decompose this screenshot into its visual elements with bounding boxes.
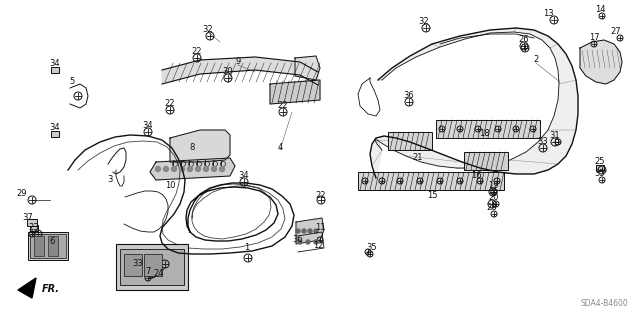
Text: 32: 32 (419, 18, 429, 26)
Bar (596, 165, 604, 171)
Text: 28: 28 (486, 204, 497, 212)
Text: 14: 14 (595, 5, 605, 14)
Text: 29: 29 (17, 189, 28, 198)
Text: 10: 10 (164, 182, 175, 190)
Polygon shape (370, 28, 578, 178)
Text: 33: 33 (538, 137, 548, 146)
Bar (464, 152, 508, 170)
Bar (144, 254, 162, 276)
Text: 3: 3 (108, 175, 113, 184)
Text: 26: 26 (518, 35, 529, 44)
Text: 16: 16 (470, 172, 481, 181)
Polygon shape (162, 57, 318, 85)
Polygon shape (150, 158, 235, 180)
Text: 35: 35 (367, 243, 378, 253)
Bar (34, 236, 44, 256)
Circle shape (156, 167, 161, 172)
Text: 31: 31 (550, 131, 560, 140)
Bar (27, 219, 37, 226)
Circle shape (172, 167, 177, 172)
Text: 8: 8 (189, 144, 195, 152)
Text: 36: 36 (292, 235, 303, 244)
Text: 22: 22 (316, 191, 326, 201)
Bar (28, 232, 68, 260)
Text: SDA4-B4600: SDA4-B4600 (580, 299, 628, 308)
Circle shape (306, 240, 310, 244)
Text: 19: 19 (488, 182, 499, 190)
Text: 22: 22 (192, 48, 202, 56)
Bar (30, 234, 66, 258)
Text: 24: 24 (154, 270, 164, 278)
Bar (116, 244, 188, 290)
Bar (48, 236, 58, 256)
Text: 32: 32 (203, 26, 213, 34)
Text: 23: 23 (29, 224, 39, 233)
Text: 21: 21 (413, 153, 423, 162)
Polygon shape (295, 56, 320, 80)
Bar (30, 225, 38, 231)
Text: 34: 34 (239, 172, 250, 181)
Text: 20: 20 (489, 194, 499, 203)
Bar (436, 120, 540, 138)
Text: 9: 9 (236, 57, 241, 66)
Text: 30: 30 (223, 68, 234, 77)
Bar (51, 131, 59, 137)
Text: 37: 37 (22, 213, 33, 222)
Text: FR.: FR. (42, 284, 60, 294)
Text: 5: 5 (69, 78, 75, 86)
Text: 36: 36 (404, 92, 414, 100)
Text: 27: 27 (611, 27, 621, 36)
Circle shape (302, 229, 306, 233)
Circle shape (296, 229, 300, 233)
Polygon shape (170, 130, 230, 162)
Text: 11: 11 (315, 224, 325, 233)
Polygon shape (580, 40, 622, 84)
Bar (51, 67, 59, 73)
Circle shape (308, 229, 312, 233)
Text: 12: 12 (313, 241, 323, 250)
Circle shape (204, 167, 209, 172)
Text: 25: 25 (595, 158, 605, 167)
Circle shape (163, 167, 168, 172)
Text: 33: 33 (132, 259, 143, 269)
Circle shape (179, 167, 184, 172)
Text: 1: 1 (244, 243, 250, 253)
Circle shape (188, 167, 193, 172)
Text: 15: 15 (427, 191, 437, 201)
Text: 35: 35 (595, 169, 605, 179)
Text: 6: 6 (49, 238, 54, 247)
Circle shape (211, 167, 216, 172)
Circle shape (314, 229, 318, 233)
Text: 22: 22 (164, 100, 175, 108)
Text: 34: 34 (50, 123, 60, 132)
Bar (358, 172, 504, 190)
Polygon shape (296, 218, 324, 244)
Bar (124, 254, 142, 276)
Text: 22: 22 (278, 101, 288, 110)
Polygon shape (18, 278, 36, 298)
Circle shape (195, 167, 200, 172)
Text: 2: 2 (533, 56, 539, 64)
Text: 34: 34 (143, 122, 154, 130)
Text: 13: 13 (543, 10, 554, 19)
Circle shape (220, 167, 225, 172)
Circle shape (314, 240, 318, 244)
Text: 34: 34 (50, 60, 60, 69)
Bar (388, 132, 432, 150)
Text: 7: 7 (145, 268, 150, 277)
Text: 18: 18 (479, 130, 490, 138)
Circle shape (298, 240, 302, 244)
Text: 4: 4 (277, 144, 283, 152)
Polygon shape (270, 80, 320, 104)
Text: 17: 17 (589, 33, 599, 42)
Bar (120, 249, 184, 285)
